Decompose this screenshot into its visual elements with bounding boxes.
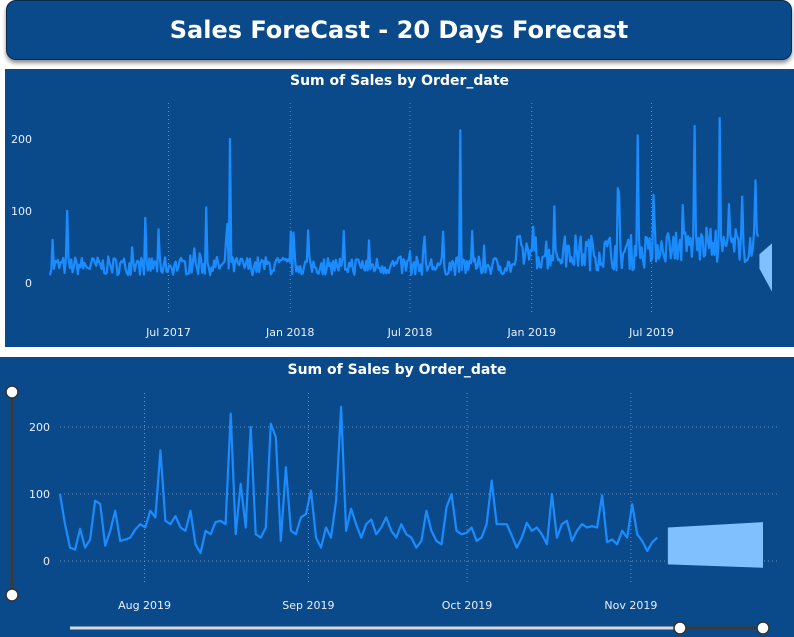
y-tick-label: 0: [43, 555, 50, 568]
x-tick-label: Aug 2019: [118, 599, 171, 612]
x-zoom-handle-left[interactable]: [673, 621, 687, 635]
y-tick-label: 100: [29, 488, 50, 501]
x-tick-label: Jul 2019: [628, 326, 674, 339]
sales-line: [58, 405, 659, 555]
x-zoom-handle-right[interactable]: [756, 621, 770, 635]
overview-chart-title: Sum of Sales by Order_date: [289, 73, 510, 89]
x-tick-label: Jan 2019: [507, 326, 556, 339]
overview-chart[interactable]: Jul 2017 Jan 2018 Jul 2018 Jan 2019 Jul 2019…: [5, 69, 794, 347]
x-tick-label: Oct 2019: [442, 599, 493, 612]
report-title: Sales ForeCast - 20 Days Forecast: [169, 16, 629, 44]
overview-chart-panel: Sum of Sales by Order_date Jul 2017 Jan 2…: [5, 69, 794, 347]
forecast-band: [667, 522, 763, 568]
x-tick-label: Jan 2018: [265, 326, 314, 339]
report-title-banner: Sales ForeCast - 20 Days Forecast: [6, 0, 792, 60]
x-tick-label: Sep 2019: [282, 599, 334, 612]
y-tick-label: 200: [29, 421, 50, 434]
x-tick-label: Nov 2019: [604, 599, 657, 612]
y-tick-label: 100: [11, 205, 32, 218]
forecast-band: [759, 243, 772, 292]
x-tick-label: Jul 2017: [145, 326, 191, 339]
detail-chart-title: Sum of Sales by Order_date: [287, 362, 507, 378]
detail-chart-panel: Sum of Sales by Order_date Aug 2019 Sep 2…: [0, 357, 794, 637]
y-tick-label: 200: [11, 133, 32, 146]
x-tick-label: Jul 2018: [387, 326, 433, 339]
sales-line: [48, 116, 760, 277]
y-zoom-handle-top[interactable]: [5, 385, 19, 399]
detail-chart[interactable]: Aug 2019 Sep 2019 Oct 2019 Nov 2019 0 100 200: [0, 357, 794, 637]
y-zoom-handle-bottom[interactable]: [5, 588, 19, 602]
y-tick-label: 0: [25, 277, 32, 290]
